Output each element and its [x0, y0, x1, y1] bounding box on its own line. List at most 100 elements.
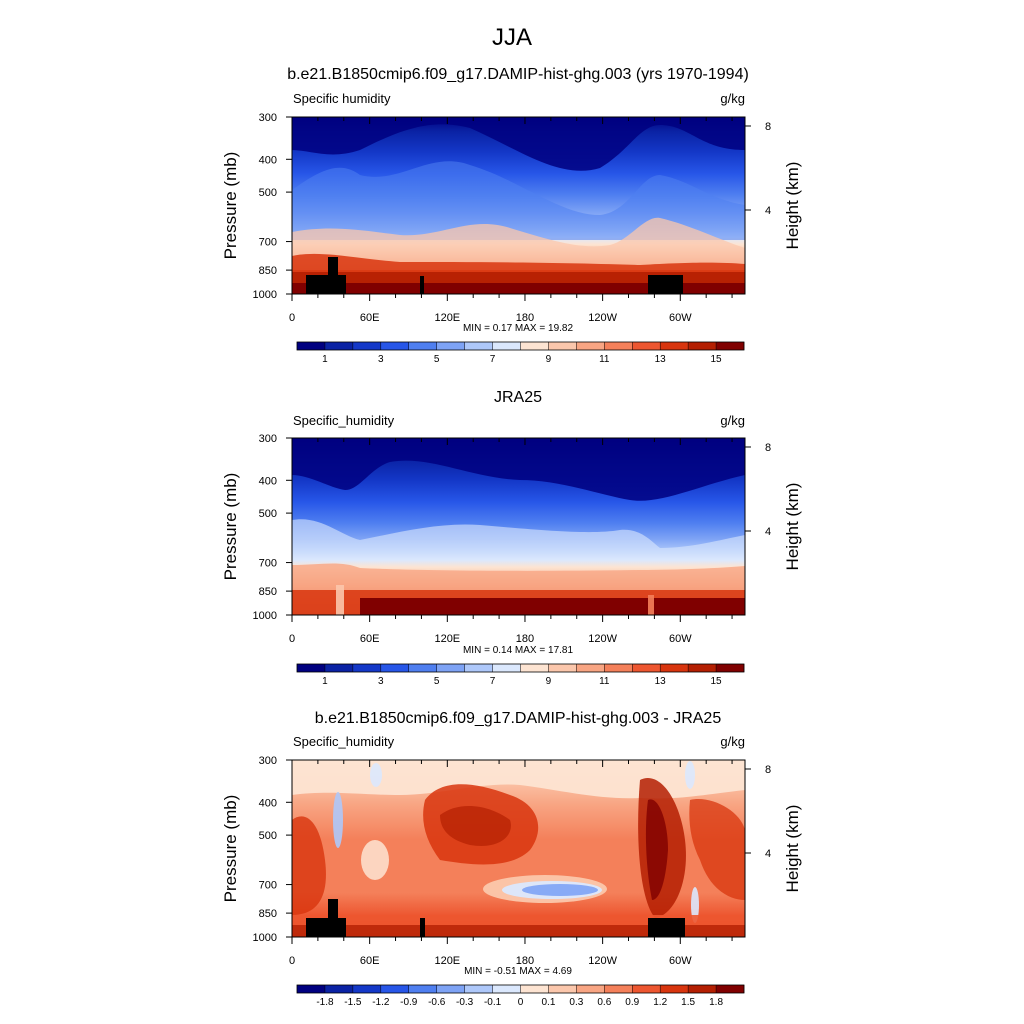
pressure-tick-label: 700 [259, 558, 277, 570]
colorbar-swatch [632, 664, 661, 672]
colorbar-label: 3 [378, 676, 384, 687]
lon-tick-label: 0 [289, 955, 295, 967]
colorbar-swatch [324, 664, 354, 672]
lon-tick-label: 120W [588, 633, 617, 645]
pressure-tick-label: 400 [259, 797, 277, 809]
colorbar-swatch [436, 664, 465, 672]
colorbar-label: -1.8 [316, 997, 334, 1008]
colorbar-swatch [716, 985, 745, 993]
pressure-tick-label: 850 [259, 265, 277, 277]
colorbar-swatch [688, 664, 717, 672]
colorbar-swatch [576, 342, 605, 350]
colorbar-swatch [660, 664, 689, 672]
colorbar-swatch [324, 342, 354, 350]
panel-3-colorbar: -1.8 -1.5 -1.2 -0.9 -0.6 -0.3 -0.1 0 0.1 0.3 0.6 0.… [296, 984, 745, 1008]
pressure-tick-label: 500 [259, 508, 277, 520]
panel-2-frame [291, 437, 746, 616]
panel-1-field [292, 117, 745, 294]
pressure-tick-label: 300 [259, 433, 277, 445]
colorbar-label: 13 [655, 676, 667, 687]
panel-3-frame [291, 759, 746, 938]
colorbar-swatch [380, 664, 410, 672]
colorbar-label: 13 [655, 354, 667, 365]
panel-2-field [292, 438, 745, 615]
pressure-tick-label: 400 [259, 154, 277, 166]
panel-1-colorbar: 1 3 5 7 9 11 13 15 [296, 341, 745, 365]
colorbar-swatch [436, 985, 465, 993]
panel-1-terrain-asia [420, 276, 424, 294]
panel-1-terrain-africa [306, 275, 346, 294]
height-tick-label: 8 [765, 121, 771, 133]
height-tick-label: 4 [765, 848, 771, 860]
colorbar-swatch [492, 985, 521, 993]
colorbar-label: 0.1 [541, 997, 555, 1008]
colorbar-label: 0 [518, 997, 524, 1008]
lon-tick-label: 60W [669, 633, 692, 645]
colorbar-swatch [660, 342, 689, 350]
colorbar-swatch [688, 342, 717, 350]
height-tick-label: 4 [765, 526, 771, 538]
colorbar-swatch [604, 664, 633, 672]
panel-3: b.e21.B1850cmip6.f09_g17.DAMIP-hist-ghg.… [221, 710, 802, 1008]
panel-3-stats: MIN = -0.51 MAX = 4.69 [464, 966, 572, 977]
pressure-tick-label: 850 [259, 586, 277, 598]
panel-3-left-label: Specific_humidity [293, 734, 395, 749]
colorbar-swatch [548, 985, 577, 993]
colorbar-swatch [352, 342, 382, 350]
colorbar-swatch [464, 985, 493, 993]
colorbar-label: -0.1 [484, 997, 502, 1008]
lon-tick-label: 60W [669, 312, 692, 324]
pressure-tick-label: 1000 [253, 289, 277, 301]
colorbar-swatch [716, 664, 745, 672]
pressure-tick-label: 700 [259, 237, 277, 249]
pressure-tick-label: 300 [259, 755, 277, 767]
pressure-axis-title: Pressure (mb) [221, 152, 240, 260]
colorbar-label: 1.8 [709, 997, 723, 1008]
lon-tick-label: 120E [434, 312, 460, 324]
colorbar-swatch [352, 664, 382, 672]
colorbar-label: 0.9 [625, 997, 639, 1008]
panel-1-left-label: Specific humidity [293, 91, 391, 106]
colorbar-label: 1.5 [681, 997, 695, 1008]
colorbar-swatch [520, 342, 549, 350]
colorbar-label: 7 [490, 676, 496, 687]
colorbar-label: -0.6 [428, 997, 446, 1008]
colorbar-label: 1 [322, 354, 328, 365]
lon-tick-label: 120E [434, 955, 460, 967]
colorbar-swatch [576, 985, 605, 993]
panel-1-stats: MIN = 0.17 MAX = 19.82 [463, 323, 573, 334]
lon-tick-label: 60E [360, 312, 380, 324]
colorbar-swatch [604, 985, 633, 993]
lon-tick-label: 60E [360, 955, 380, 967]
pressure-tick-label: 1000 [253, 932, 277, 944]
colorbar-label: 1.2 [653, 997, 667, 1008]
colorbar-label: -0.9 [400, 997, 418, 1008]
height-axis-title: Height (km) [783, 162, 802, 250]
colorbar-label: 5 [434, 354, 440, 365]
colorbar-label: 9 [546, 676, 552, 687]
colorbar-label: 7 [490, 354, 496, 365]
colorbar-swatch [408, 985, 437, 993]
lon-tick-label: 120W [588, 312, 617, 324]
lon-tick-label: 120E [434, 633, 460, 645]
height-tick-label: 8 [765, 442, 771, 454]
colorbar-swatch [492, 664, 521, 672]
pressure-axis-title: Pressure (mb) [221, 795, 240, 903]
pressure-tick-label: 400 [259, 475, 277, 487]
panel-2-stats: MIN = 0.14 MAX = 17.81 [463, 645, 573, 656]
colorbar-swatch [324, 985, 354, 993]
colorbar-swatch [464, 342, 493, 350]
lon-tick-label: 60W [669, 955, 692, 967]
pressure-tick-label: 300 [259, 112, 277, 124]
panel-2-left-label: Specific_humidity [293, 413, 395, 428]
colorbar-swatch [408, 342, 437, 350]
colorbar-swatch [492, 342, 521, 350]
colorbar-label: 11 [599, 676, 610, 687]
colorbar-label: 0.6 [597, 997, 611, 1008]
colorbar-swatch [297, 664, 326, 672]
colorbar-swatch [604, 342, 633, 350]
panel-1-frame [291, 116, 746, 295]
colorbar-swatch [380, 985, 410, 993]
colorbar-swatch [464, 664, 493, 672]
